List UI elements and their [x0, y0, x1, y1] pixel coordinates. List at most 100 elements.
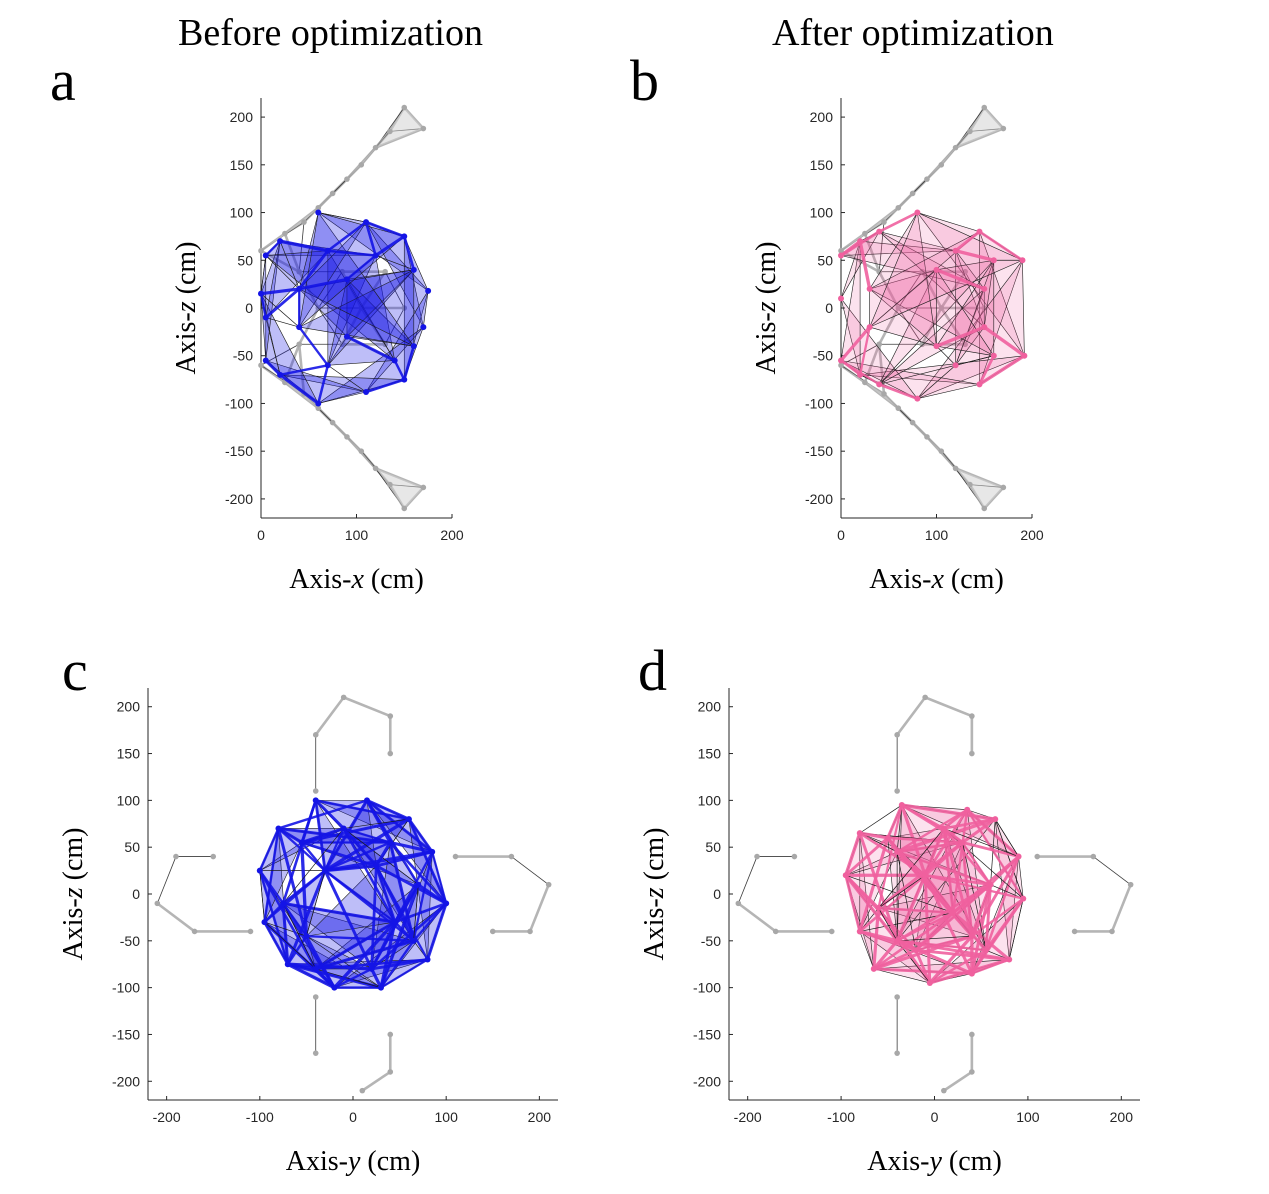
fixed-node [247, 928, 254, 935]
truss-member [297, 344, 306, 395]
fixed-node [772, 928, 779, 935]
truss-face [841, 222, 884, 251]
module-member [282, 869, 326, 905]
moving-node [303, 933, 310, 940]
moving-node [410, 343, 417, 350]
y-tick-label: 50 [817, 252, 833, 268]
fixed-node [344, 176, 350, 182]
truss-member [878, 271, 900, 309]
module-member [984, 884, 992, 951]
truss-face [318, 408, 347, 437]
y-tick-label: 100 [230, 205, 254, 221]
module-member [887, 836, 963, 844]
y-axis-label: Axis-z (cm) [58, 828, 89, 961]
y-axis-label: Axis-z (cm) [639, 828, 670, 961]
x-axis-label: Axis-y (cm) [867, 1146, 1002, 1177]
fixed-node [938, 305, 945, 311]
fixed-node [420, 484, 427, 491]
truss-face [261, 222, 304, 251]
module-member [375, 865, 415, 942]
module-member [366, 798, 410, 821]
module-face [346, 278, 415, 347]
panel-a: 200 150 100 50 0 -50 -100 -150 -200 0 100 200 Axis-x… [171, 98, 464, 595]
module-member [258, 869, 317, 970]
moving-node [296, 285, 303, 292]
module-member [858, 874, 927, 933]
fixed-node [301, 219, 307, 225]
truss-face [375, 468, 424, 488]
moving-node [1006, 956, 1013, 963]
module-member [886, 804, 904, 839]
moving-node [261, 919, 268, 926]
fixed-node [358, 162, 365, 168]
truss-member [940, 271, 967, 309]
fixed-node [969, 713, 975, 719]
fixed-node [545, 881, 552, 888]
x-tick-label: 0 [931, 1109, 939, 1125]
module-member [859, 831, 889, 840]
fixed-node [173, 853, 179, 860]
module-member [878, 211, 918, 233]
module-member [923, 827, 946, 876]
module-member [984, 897, 1025, 952]
module-member [858, 837, 890, 932]
moving-node [372, 252, 379, 259]
fixed-node [315, 405, 322, 412]
panel-d: 200 150 100 50 0 -50 -100 -150 -200 -200 -100 0 100 2… [639, 688, 1140, 1177]
fixed-node [452, 853, 459, 860]
module-member [346, 254, 377, 281]
y-tick-label: -100 [805, 395, 833, 411]
fixed-node [981, 104, 988, 111]
module-edge [265, 255, 300, 290]
module-member [279, 239, 329, 253]
fixed-node [1090, 853, 1097, 860]
truss-member [943, 1070, 973, 1092]
fixed-node [919, 268, 925, 275]
moving-node [914, 395, 921, 402]
moving-node [884, 834, 891, 841]
y-tick-label: -100 [693, 980, 721, 996]
module-member [389, 841, 448, 905]
fixed-node [489, 928, 496, 935]
fixed-node [895, 305, 902, 311]
module-member [346, 335, 396, 362]
fixed-node [340, 694, 347, 701]
moving-node [343, 276, 350, 283]
moving-node [992, 816, 999, 823]
title-after: After optimization [772, 12, 1054, 54]
module-member [962, 841, 1019, 858]
moving-node [990, 352, 997, 359]
moving-node [876, 228, 883, 235]
moving-node [373, 862, 380, 869]
y-tick-label: -100 [225, 395, 253, 411]
fixed-node [401, 104, 408, 111]
module-edge [375, 255, 414, 271]
fixed-node [1000, 125, 1007, 132]
moving-node [857, 371, 864, 378]
moving-node [363, 389, 370, 395]
x-tick-label: -200 [734, 1109, 762, 1125]
module-edge [994, 818, 1024, 899]
truss-member [298, 307, 320, 345]
fixed-node [909, 190, 916, 197]
moving-node [284, 961, 291, 968]
moving-node [410, 937, 417, 944]
module-edge [327, 364, 367, 393]
fixed-node [938, 162, 945, 168]
truss-member [156, 902, 196, 933]
truss-member [361, 1070, 391, 1092]
y-tick-label: 0 [713, 886, 721, 902]
module-member [942, 808, 969, 830]
fixed-node [387, 1069, 394, 1075]
module-member [983, 325, 1026, 358]
module-member [858, 326, 871, 376]
truss-member [1093, 856, 1131, 885]
module-member [258, 870, 289, 965]
fixed-node [296, 268, 303, 275]
y-tick-label: 200 [810, 109, 834, 125]
module-edge [955, 355, 994, 366]
fixed-truss [154, 694, 552, 1094]
moving-node [968, 933, 975, 940]
truss-member [897, 271, 923, 309]
x-tick-label: 200 [1020, 527, 1044, 543]
